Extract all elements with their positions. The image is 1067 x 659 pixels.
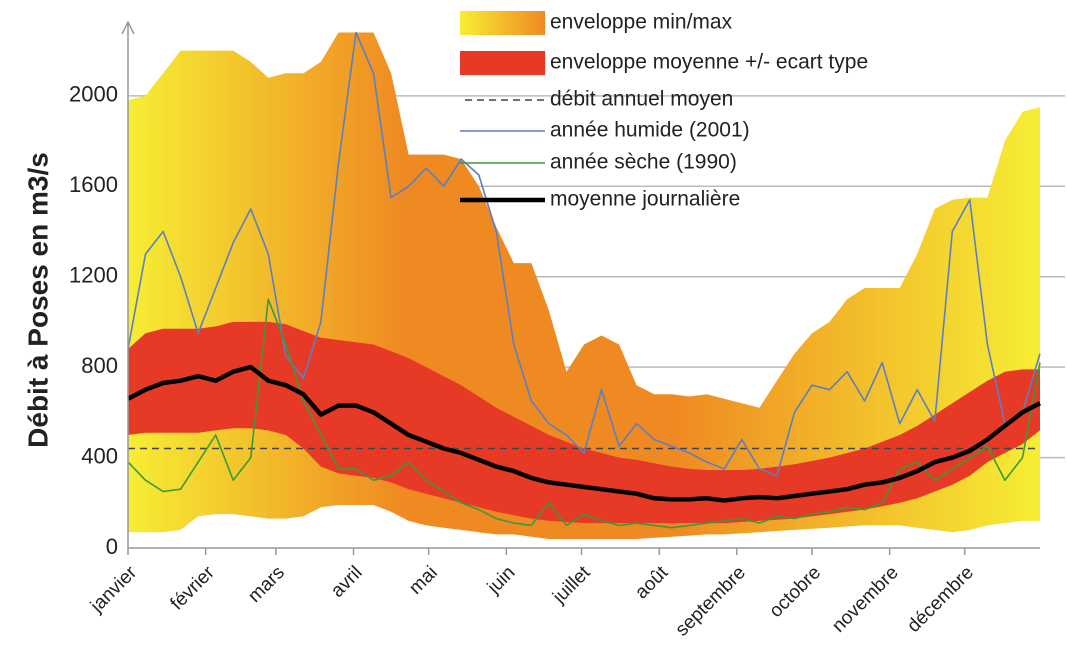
x-tick-label: mars <box>244 562 289 607</box>
x-tick-label: janvier <box>86 562 142 618</box>
legend-swatch <box>460 11 545 35</box>
y-tick-label: 2000 <box>69 82 118 107</box>
y-tick-label: 0 <box>106 534 118 559</box>
legend-label: débit annuel moyen <box>550 88 733 111</box>
x-tick-label: septembre <box>672 562 750 640</box>
x-tick-label: août <box>631 562 673 604</box>
series-line <box>126 364 1042 503</box>
series-line <box>127 31 1041 477</box>
legend-label: moyenne journalière <box>550 188 740 211</box>
x-tick-label: février <box>167 562 220 615</box>
x-tick-label: octobre <box>765 562 825 622</box>
legend-label: année sèche (1990) <box>550 151 737 174</box>
x-tick-label: novembre <box>828 562 903 637</box>
y-tick-label: 1200 <box>69 263 118 288</box>
legend-label: enveloppe min/max <box>550 11 733 34</box>
legend-swatch <box>460 51 545 75</box>
x-tick-label: décembre <box>903 562 978 637</box>
y-tick-label: 800 <box>81 353 118 378</box>
series-line <box>127 298 1041 529</box>
legend-label: enveloppe moyenne +/- ecart type <box>550 51 868 74</box>
x-tick-label: juillet <box>548 562 595 609</box>
x-tick-label: avril <box>327 562 366 601</box>
y-axis-arrow <box>121 20 135 35</box>
x-tick-label: juin <box>483 562 519 598</box>
y-tick-label: 1600 <box>69 172 118 197</box>
envelope <box>128 321 1040 524</box>
x-tick-label: mai <box>405 562 442 599</box>
legend-label: année humide (2001) <box>550 119 750 142</box>
y-axis-label: Débit à Poses en m3/s <box>22 152 53 448</box>
y-tick-label: 400 <box>81 443 118 468</box>
